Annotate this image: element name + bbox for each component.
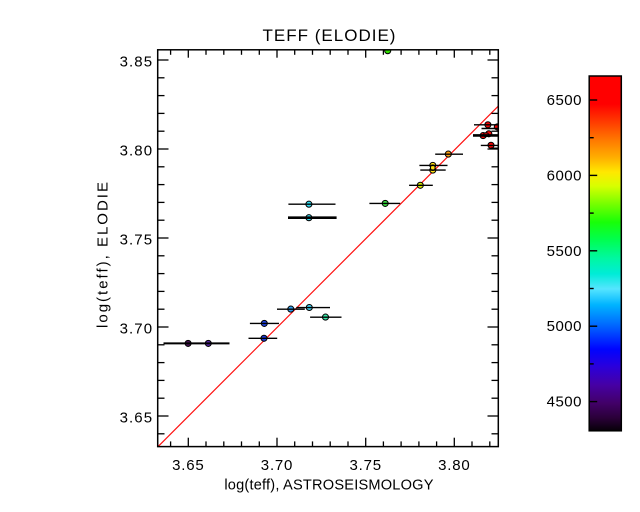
svg-text:3.70: 3.70 (261, 457, 293, 474)
svg-text:5500: 5500 (547, 243, 582, 260)
svg-text:3.75: 3.75 (349, 457, 381, 474)
svg-text:3.85: 3.85 (120, 53, 154, 70)
svg-text:3.65: 3.65 (172, 457, 204, 474)
svg-text:log(teff), ASTROSEISMOLOGY: log(teff), ASTROSEISMOLOGY (224, 478, 433, 494)
svg-text:3.80: 3.80 (438, 457, 470, 474)
svg-text:5000: 5000 (547, 318, 582, 335)
svg-text:3.70: 3.70 (120, 320, 154, 337)
svg-text:TEFF (ELODIE): TEFF (ELODIE) (263, 26, 397, 45)
svg-text:3.80: 3.80 (120, 142, 154, 159)
svg-text:4500: 4500 (547, 394, 582, 411)
svg-text:log(teff), ELODIE: log(teff), ELODIE (95, 180, 112, 328)
svg-text:3.65: 3.65 (120, 409, 154, 426)
svg-text:3.75: 3.75 (120, 231, 154, 248)
svg-text:6500: 6500 (547, 92, 582, 109)
svg-text:6000: 6000 (547, 167, 582, 184)
